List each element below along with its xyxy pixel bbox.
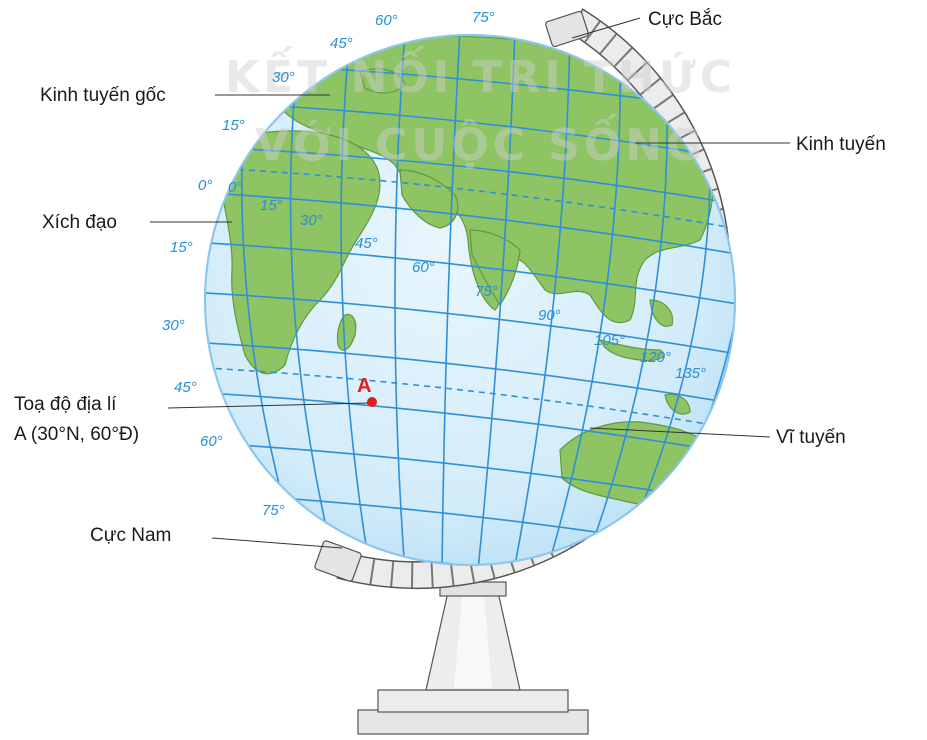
lat-label: 60° (375, 12, 398, 29)
leader-lines (150, 17, 790, 549)
lon-label: 30° (300, 212, 323, 229)
lon-label: 120° (640, 349, 671, 366)
point-a-label: A (357, 375, 371, 397)
lon-label: 15° (260, 197, 283, 214)
red-dot-icon (367, 397, 377, 407)
annotation-labels: Cực Bắc Kinh tuyến gốc Kinh tuyến Xích đ… (14, 8, 886, 546)
landmass-madagascar (336, 313, 357, 351)
lon-label: 90° (538, 307, 561, 324)
label-parallel: Vĩ tuyến (776, 427, 846, 448)
lat-label: 75° (262, 502, 285, 519)
watermark: KẾT NỐI TRI THỨC VỚI CUỘC SỐNG (225, 45, 736, 171)
lat-label: 30° (162, 317, 185, 334)
latitude-degree-labels: 60° 75° 45° 30° 15° 0° 15° 30° 45° 60° 7… (162, 9, 495, 519)
watermark-line2: VỚI CUỘC SỐNG (255, 113, 706, 171)
lat-label: 45° (330, 35, 353, 52)
lon-label: 45° (355, 235, 378, 252)
label-coordinate-title: Toạ độ địa lí (14, 394, 117, 415)
label-prime-meridian: Kinh tuyến gốc (40, 85, 166, 106)
label-equator: Xích đạo (42, 212, 117, 233)
landmass-africa (221, 130, 381, 375)
lon-label: 135° (675, 365, 706, 382)
lat-label: 0° (198, 177, 212, 194)
north-pole-cap (545, 10, 589, 48)
lon-label: 105° (594, 332, 625, 349)
stand-base-bottom (357, 709, 589, 735)
stand-base-middle (377, 689, 569, 713)
landmass-indonesia (598, 339, 665, 361)
globe-stand (357, 581, 589, 735)
lat-label: 15° (222, 117, 245, 134)
label-meridian: Kinh tuyến (796, 134, 886, 155)
south-pole-cap (314, 540, 362, 582)
label-coordinate-value: A (30°N, 60°Đ) (14, 424, 139, 445)
lat-label: 60° (200, 433, 223, 450)
lon-label: 60° (412, 259, 435, 276)
landmass-india (469, 229, 521, 307)
point-a: A (357, 375, 377, 407)
longitude-degree-labels: 0° 15° 30° 45° 60° 75° 90° 105° 120° 135… (228, 179, 706, 382)
lat-label: 45° (174, 379, 197, 396)
lat-label: 15° (170, 239, 193, 256)
watermark-line1: KẾT NỐI TRI THỨC (225, 45, 736, 103)
label-north-pole: Cực Bắc (648, 8, 722, 30)
lat-label: 30° (272, 69, 295, 86)
lon-label: 0° (228, 179, 242, 196)
lat-label: 75° (472, 9, 495, 26)
label-south-pole: Cực Nam (90, 525, 171, 546)
lon-label: 75° (475, 283, 498, 300)
